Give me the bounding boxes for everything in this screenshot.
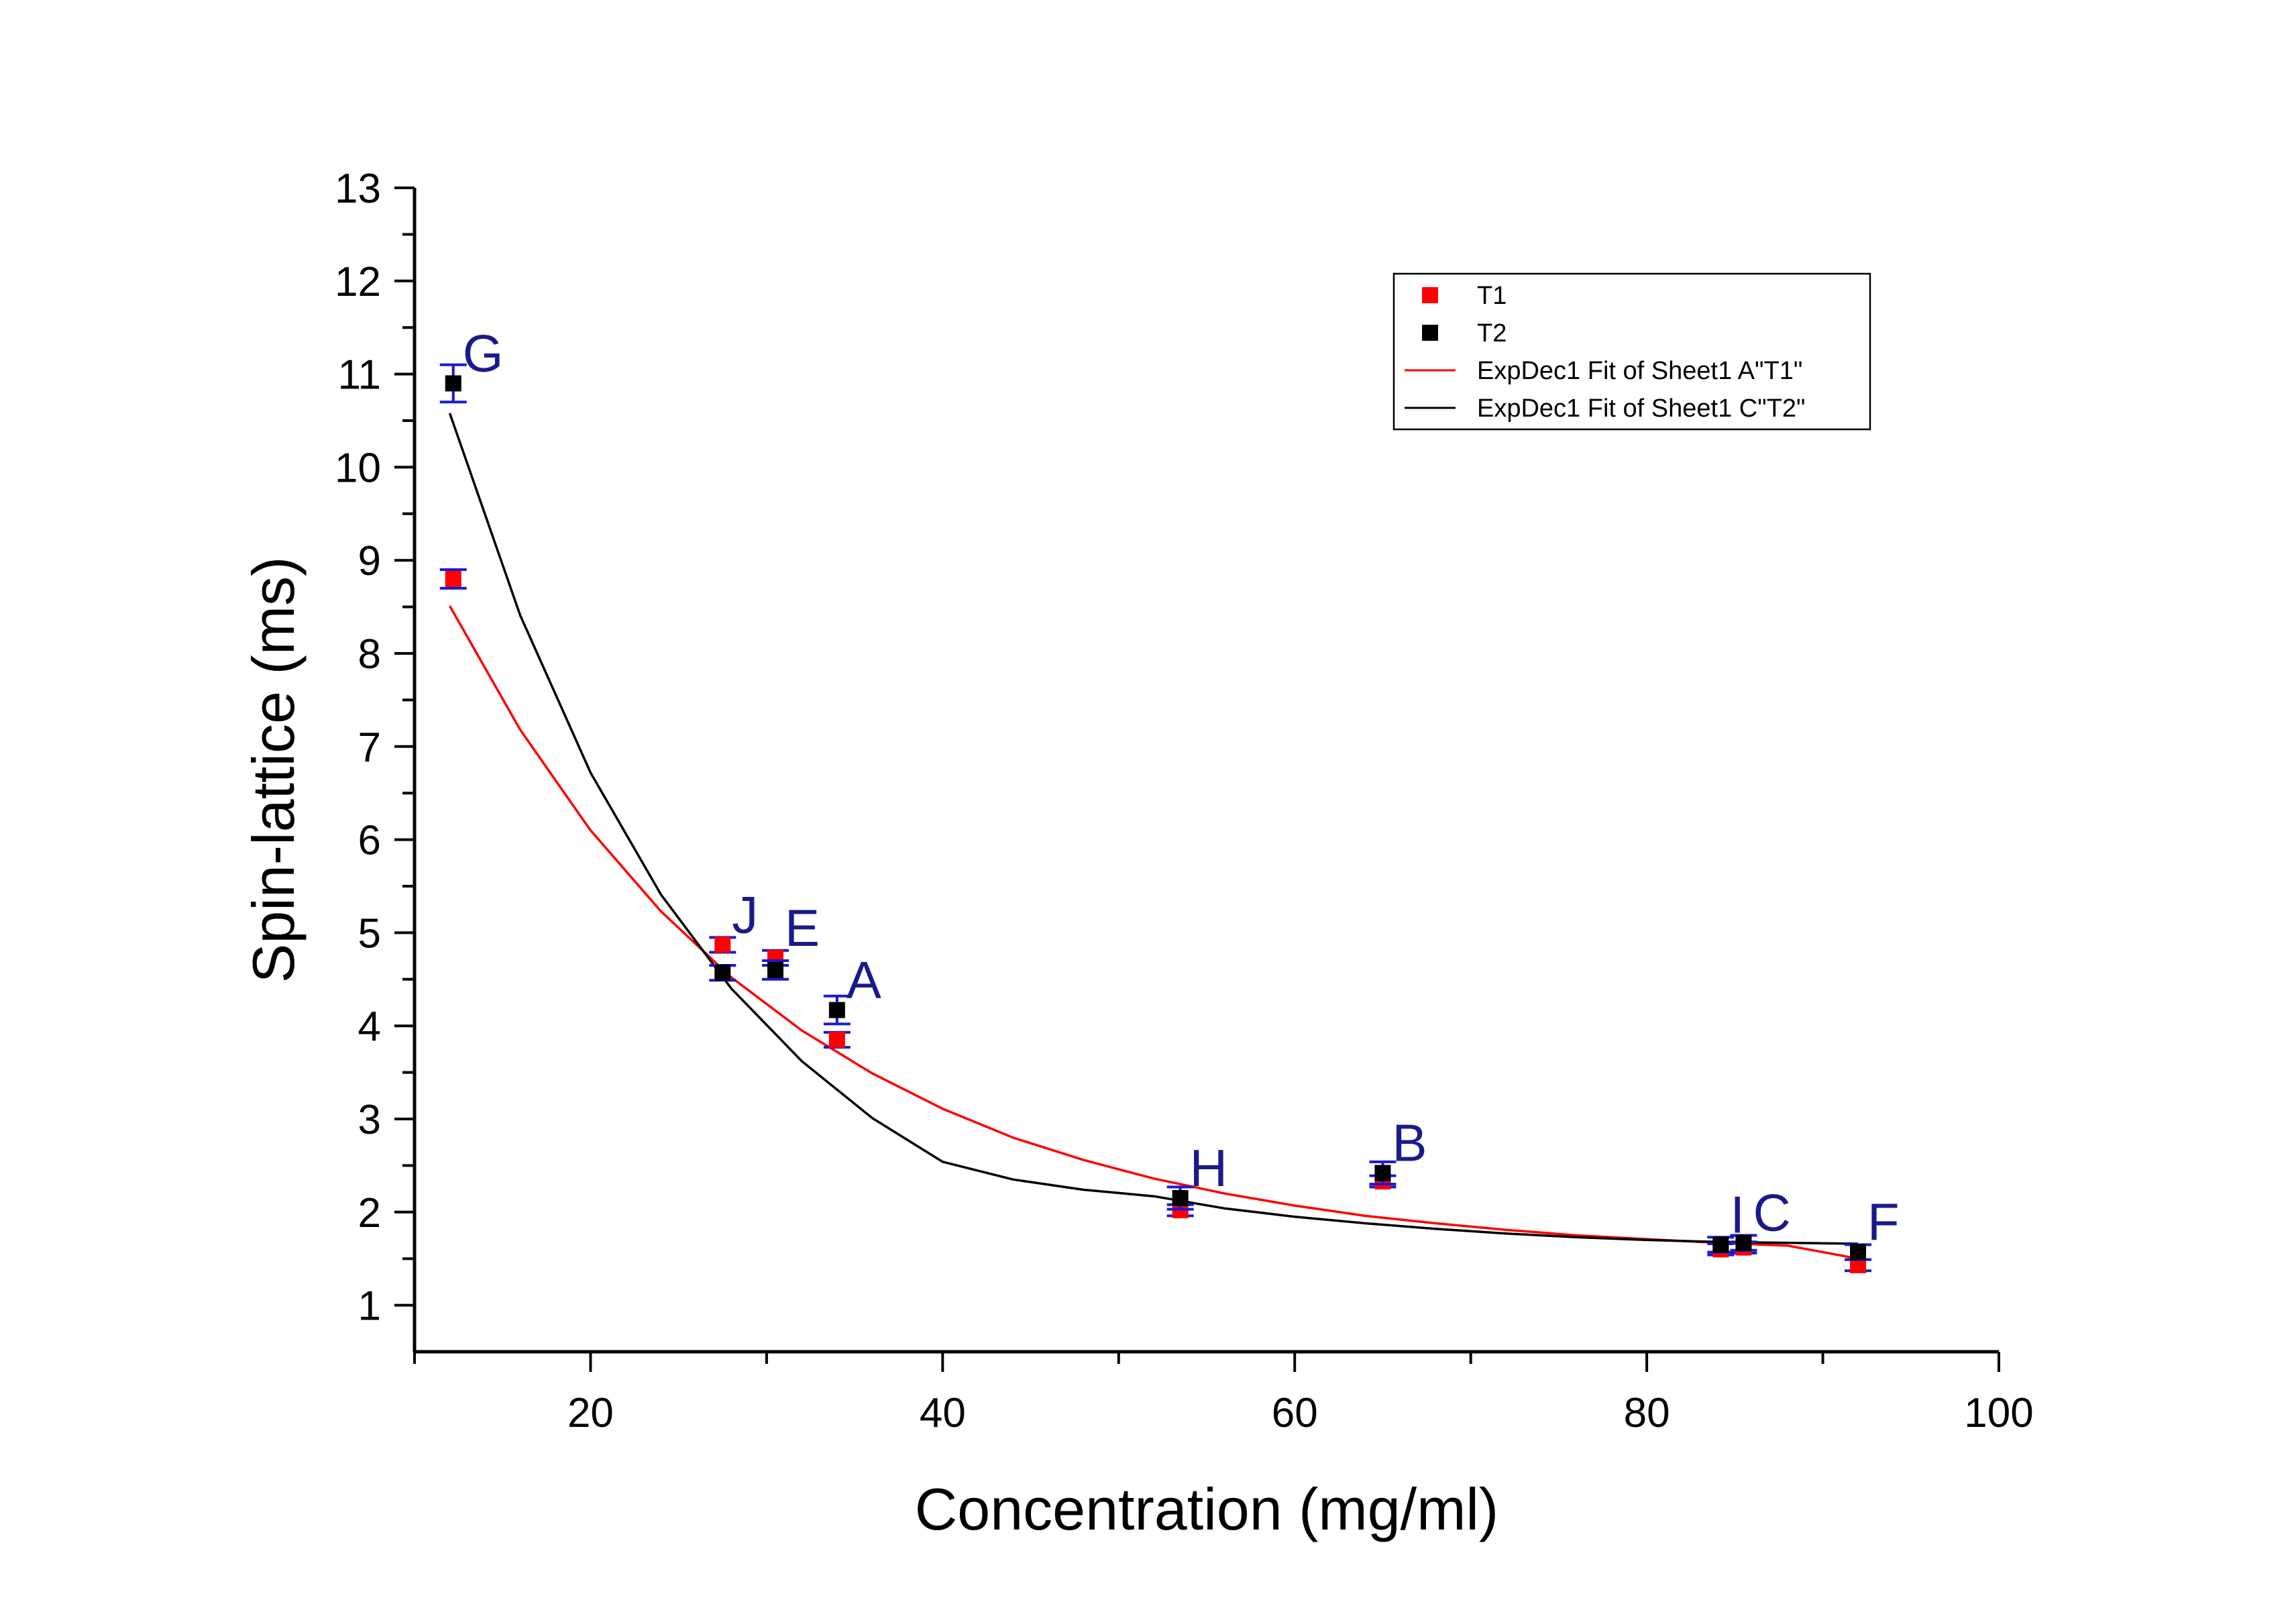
y-tick-label: 5 — [358, 910, 381, 957]
y-axis-title: Spin-lattice (ms) — [240, 557, 307, 983]
y-tick-label: 8 — [358, 631, 381, 678]
data-point-t2 — [1374, 1165, 1391, 1181]
x-tick-label: 100 — [1964, 1390, 2033, 1436]
data-point-t2 — [714, 965, 731, 981]
legend-entry: ExpDec1 Fit of Sheet1 A"T1" — [1477, 357, 1802, 385]
point-label: C — [1753, 1183, 1790, 1242]
legend-entry: ExpDec1 Fit of Sheet1 C"T2" — [1477, 394, 1806, 423]
x-tick-label: 80 — [1624, 1390, 1670, 1436]
point-label: G — [463, 323, 504, 382]
point-label: B — [1392, 1114, 1427, 1173]
point-label: I — [1730, 1185, 1745, 1244]
point-label: E — [785, 898, 820, 957]
y-tick-label: 9 — [358, 538, 381, 584]
data-point-t1 — [714, 937, 731, 953]
y-tick-label: 6 — [358, 818, 381, 864]
data-point-t2 — [1850, 1244, 1867, 1261]
fit-curves — [448, 413, 1859, 1260]
y-tick-label: 13 — [335, 166, 381, 212]
y-tick-label: 12 — [335, 259, 381, 305]
point-label: A — [846, 951, 881, 1010]
data-point-t2 — [828, 1002, 845, 1018]
legend-entry: T2 — [1477, 319, 1507, 347]
fit-curve-line — [448, 605, 1859, 1260]
y-tick-label: 1 — [358, 1283, 381, 1330]
data-point-t2 — [1712, 1236, 1729, 1253]
legend-marker — [1422, 325, 1438, 341]
data-point-t2 — [767, 961, 784, 978]
point-label: H — [1190, 1138, 1227, 1197]
data-point-t2 — [445, 375, 461, 392]
data-point-t1 — [828, 1032, 845, 1049]
data-point-t1 — [445, 570, 461, 587]
x-axis-title: Concentration (mg/ml) — [915, 1476, 1499, 1542]
data-points — [439, 363, 1872, 1273]
legend-box — [1392, 272, 1871, 431]
data-point-t2 — [1172, 1189, 1189, 1206]
y-tick-label: 4 — [358, 1004, 381, 1050]
y-tick-label: 11 — [338, 352, 381, 398]
y-tick-label: 2 — [358, 1190, 381, 1236]
data-point-t2 — [1735, 1234, 1752, 1251]
y-tick-label: 3 — [358, 1097, 381, 1143]
y-tick-label: 7 — [358, 725, 381, 771]
x-tick-label: 20 — [567, 1390, 614, 1436]
x-tick-label: 40 — [920, 1390, 966, 1436]
x-tick-label: 60 — [1272, 1390, 1318, 1436]
legend: T1 T2 ExpDec1 Fit of Sheet1 A"T1" ExpDec1 F… — [1392, 272, 1871, 431]
point-label: J — [732, 885, 758, 944]
legend-entry: T1 — [1477, 282, 1507, 310]
point-labels: G J EA H B I C F — [463, 323, 1900, 1251]
y-tick-label: 10 — [335, 445, 381, 491]
legend-marker — [1422, 287, 1438, 303]
fit-curve-line — [448, 413, 1859, 1245]
point-label: F — [1867, 1192, 1900, 1251]
